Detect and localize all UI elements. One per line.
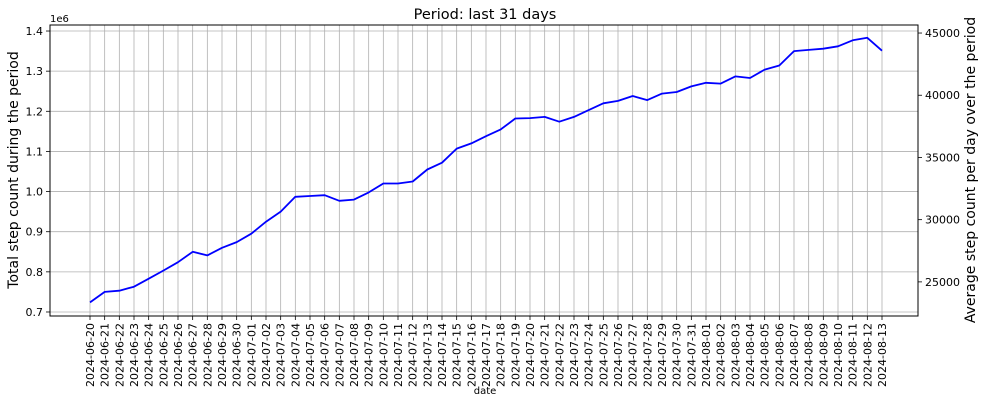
y-tick-label: 1.2 xyxy=(26,105,44,118)
x-tick-label: 2024-07-08 xyxy=(348,323,361,387)
x-tick-label: 2024-06-26 xyxy=(172,323,185,387)
x-tick-label: 2024-07-05 xyxy=(304,323,317,387)
y-offset-text: 1e6 xyxy=(50,14,69,25)
x-tick-label: 2024-07-10 xyxy=(377,323,390,387)
x-tick-label: 2024-08-12 xyxy=(861,323,874,387)
x-tick-label: 2024-06-28 xyxy=(201,323,214,387)
y-tick-label: 0.7 xyxy=(26,306,44,319)
x-ticks: 2024-06-20 2024-06-21 2024-06-22 2024-06-23… xyxy=(84,316,889,387)
x-tick-label: 2024-07-29 xyxy=(656,323,669,387)
x-tick-label: 2024-08-10 xyxy=(832,323,845,387)
y-tick-label: 0.9 xyxy=(26,226,44,239)
x-tick-label: 2024-08-13 xyxy=(876,323,889,387)
y-right-tick-label: 30000 xyxy=(925,214,960,227)
x-tick-label: 2024-06-24 xyxy=(143,323,156,387)
x-tick-label: 2024-07-17 xyxy=(480,323,493,387)
x-tick-label: 2024-06-29 xyxy=(216,323,229,387)
x-tick-label: 2024-07-28 xyxy=(641,323,654,387)
y-tick-label: 1.0 xyxy=(26,186,44,199)
x-tick-label: 2024-06-20 xyxy=(84,323,97,387)
x-tick-label: 2024-07-18 xyxy=(495,323,508,387)
x-tick-label: 2024-07-13 xyxy=(421,323,434,387)
x-tick-label: 2024-07-20 xyxy=(524,323,537,387)
grid xyxy=(50,25,918,316)
x-tick-label: 2024-07-16 xyxy=(465,323,478,387)
y-right-tick-label: 45000 xyxy=(925,27,960,40)
y-right-tick-label: 35000 xyxy=(925,151,960,164)
x-tick-label: 2024-07-09 xyxy=(363,323,376,387)
x-tick-label: 2024-06-21 xyxy=(99,323,112,387)
x-tick-label: 2024-07-12 xyxy=(407,323,420,387)
y-tick-label: 1.4 xyxy=(26,25,44,38)
y-axis-label-right: Average step count per day over the peri… xyxy=(963,17,979,323)
x-tick-label: 2024-06-22 xyxy=(113,323,126,387)
x-tick-label: 2024-08-05 xyxy=(759,323,772,387)
x-tick-label: 2024-06-25 xyxy=(157,323,170,387)
x-tick-label: 2024-07-19 xyxy=(509,323,522,387)
x-tick-label: 2024-06-30 xyxy=(231,323,244,387)
y-right-tick-label: 25000 xyxy=(925,276,960,289)
y-tick-label: 1.3 xyxy=(26,65,44,78)
x-tick-label: 2024-07-01 xyxy=(245,323,258,387)
x-tick-label: 2024-06-27 xyxy=(187,323,200,387)
x-tick-label: 2024-07-07 xyxy=(333,323,346,387)
x-tick-label: 2024-07-04 xyxy=(289,323,302,387)
left-y-ticks: 0.7 0.8 0.9 1.0 1.1 1.2 1.3 1.4 xyxy=(26,25,50,319)
x-tick-label: 2024-07-25 xyxy=(597,323,610,387)
series-layer xyxy=(89,36,883,304)
x-tick-label: 2024-07-02 xyxy=(260,323,273,387)
x-tick-label: 2024-07-21 xyxy=(539,323,552,387)
x-tick-label: 2024-08-11 xyxy=(847,323,860,387)
y-tick-label: 1.1 xyxy=(26,145,44,158)
x-tick-label: 2024-07-03 xyxy=(275,323,288,387)
y-tick-label: 0.8 xyxy=(26,266,44,279)
plot-frame xyxy=(49,24,919,317)
x-tick-label: 2024-07-27 xyxy=(627,323,640,387)
x-axis-label: date xyxy=(474,386,497,397)
x-tick-label: 2024-07-26 xyxy=(612,323,625,387)
x-tick-label: 2024-07-11 xyxy=(392,323,405,387)
x-tick-label: 2024-08-04 xyxy=(744,323,757,387)
x-tick-label: 2024-07-23 xyxy=(568,323,581,387)
chart-title: Period: last 31 days xyxy=(414,7,557,23)
x-tick-label: 2024-07-24 xyxy=(583,323,596,387)
x-tick-label: 2024-08-06 xyxy=(773,323,786,387)
x-tick-label: 2024-08-01 xyxy=(700,323,713,387)
x-tick-label: 2024-07-14 xyxy=(436,323,449,387)
x-tick-label: 2024-07-31 xyxy=(685,323,698,387)
x-tick-label: 2024-07-15 xyxy=(451,323,464,387)
x-tick-label: 2024-08-09 xyxy=(817,323,830,387)
x-tick-label: 2024-06-23 xyxy=(128,323,141,387)
x-tick-label: 2024-07-30 xyxy=(671,323,684,387)
x-tick-label: 2024-07-06 xyxy=(319,323,332,387)
x-tick-label: 2024-08-08 xyxy=(803,323,816,387)
right-y-ticks: 25000 30000 35000 40000 45000 xyxy=(918,27,960,289)
x-tick-label: 2024-08-03 xyxy=(729,323,742,387)
x-tick-label: 2024-08-02 xyxy=(715,323,728,387)
x-tick-label: 2024-08-07 xyxy=(788,323,801,387)
y-axis-label-left: Total step count during the period xyxy=(6,51,22,289)
y-right-tick-label: 40000 xyxy=(925,89,960,102)
x-tick-label: 2024-07-22 xyxy=(553,323,566,387)
axes xyxy=(49,24,919,317)
series-line xyxy=(89,36,883,304)
